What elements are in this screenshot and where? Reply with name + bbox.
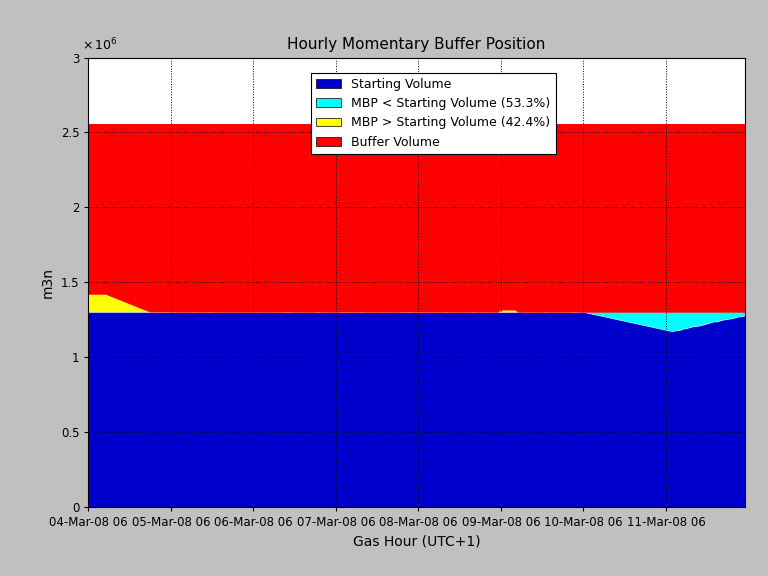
Text: $\times\,10^6$: $\times\,10^6$: [81, 36, 118, 53]
Y-axis label: m3n: m3n: [41, 267, 55, 298]
Legend: Starting Volume, MBP < Starting Volume (53.3%), MBP > Starting Volume (42.4%), B: Starting Volume, MBP < Starting Volume (…: [311, 73, 555, 154]
Title: Hourly Momentary Buffer Position: Hourly Momentary Buffer Position: [287, 37, 546, 52]
X-axis label: Gas Hour (UTC+1): Gas Hour (UTC+1): [353, 535, 481, 548]
